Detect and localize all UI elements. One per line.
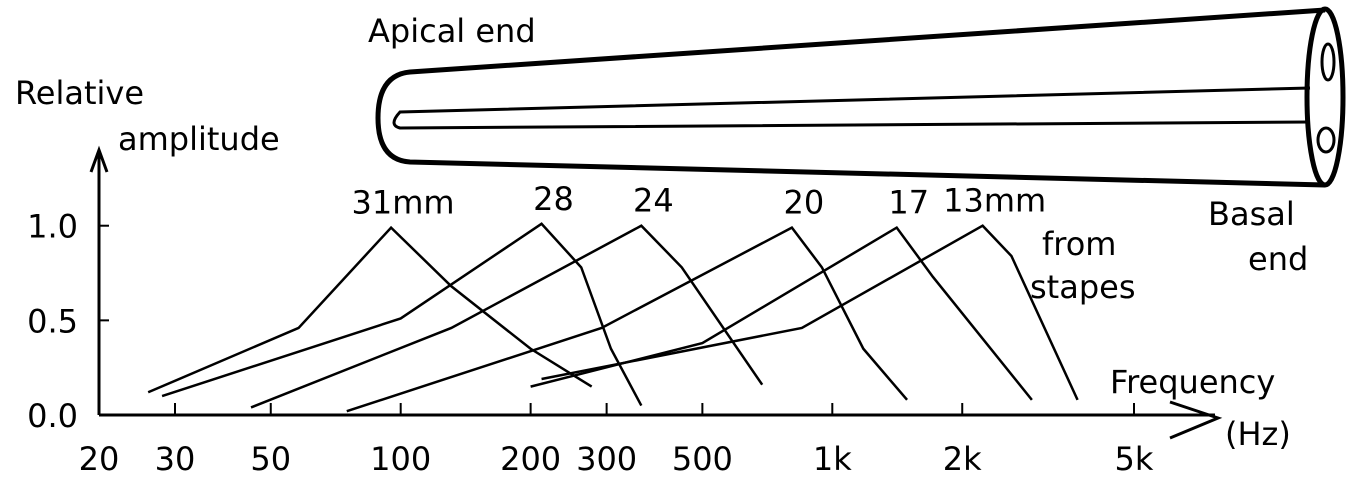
tuning-curve <box>147 225 593 394</box>
series-label: 17 <box>888 184 929 222</box>
cochlea-drawing <box>375 6 1346 188</box>
x-tick-label: 1k <box>813 440 852 478</box>
x-label: (Hz) <box>1225 415 1291 453</box>
y-tick-label: 0.0 <box>27 397 78 435</box>
x-tick-label: 5k <box>1115 440 1154 478</box>
x-label: Frequency <box>1110 363 1275 401</box>
y-tick-label: 0.5 <box>27 302 78 340</box>
tuning-curve <box>541 224 1079 401</box>
axes <box>89 145 1223 440</box>
x-tick-label: 500 <box>672 440 733 478</box>
series-label: 13mm <box>943 182 1046 220</box>
y-axis-arrow <box>89 145 109 173</box>
series-label: 24 <box>633 182 674 220</box>
distance-note: stapes <box>1030 268 1136 306</box>
cochlea-outline <box>375 7 1326 188</box>
x-tick-label: 30 <box>155 440 196 478</box>
series-label: 20 <box>784 184 825 222</box>
x-tick-label: 300 <box>576 440 637 478</box>
x-tick-label: 50 <box>250 440 291 478</box>
basal-label: Basal <box>1208 195 1295 233</box>
x-axis-arrow <box>1169 400 1223 440</box>
series-label: 31mm <box>352 184 455 222</box>
basal-label: end <box>1248 240 1308 278</box>
basilar-membrane <box>392 86 1311 130</box>
tuning-curve <box>346 226 909 413</box>
round-window <box>1316 126 1336 154</box>
series-label: 28 <box>533 180 574 218</box>
y-label: amplitude <box>118 120 280 158</box>
y-tick-label: 1.0 <box>27 208 78 246</box>
distance-note: from <box>1042 225 1116 263</box>
x-tick-label: 200 <box>500 440 561 478</box>
y-label: Relative <box>15 74 144 112</box>
x-tick-label: 20 <box>79 440 120 478</box>
tuning-curve <box>161 222 643 407</box>
apical-label: Apical end <box>368 12 536 50</box>
tuning-curve <box>250 224 764 409</box>
x-tick-label: 2k <box>943 440 982 478</box>
tuning-curve <box>530 225 1033 401</box>
basal-end <box>1304 6 1346 188</box>
oval-window <box>1320 42 1336 82</box>
x-tick-label: 100 <box>370 440 431 478</box>
